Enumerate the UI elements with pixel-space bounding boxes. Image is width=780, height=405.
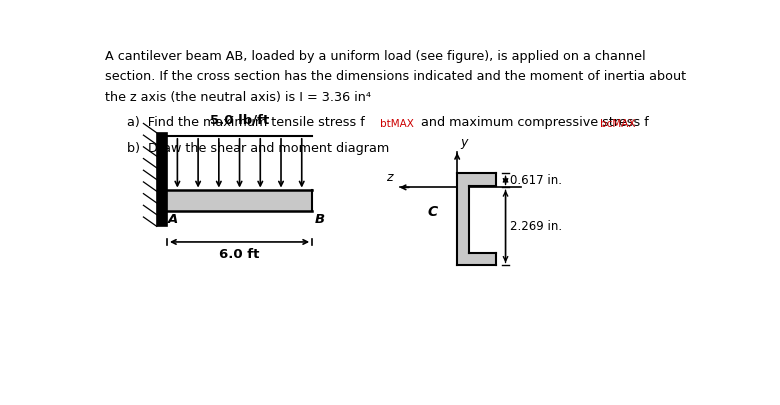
- Text: 0.617 in.: 0.617 in.: [510, 174, 562, 187]
- Text: 6.0 ft: 6.0 ft: [219, 248, 260, 261]
- Bar: [457, 173, 470, 265]
- Text: section. If the cross section has the dimensions indicated and the moment of ine: section. If the cross section has the di…: [105, 70, 686, 83]
- Text: b)  Draw the shear and moment diagram: b) Draw the shear and moment diagram: [126, 142, 388, 155]
- Text: A cantilever beam AB, loaded by a uniform load (see figure), is applied on a cha: A cantilever beam AB, loaded by a unifor…: [105, 50, 645, 63]
- Text: y: y: [460, 136, 467, 149]
- Bar: [167, 190, 312, 211]
- Bar: [157, 133, 167, 226]
- Text: B: B: [315, 213, 325, 226]
- Text: bcMAX: bcMAX: [600, 119, 636, 129]
- Bar: [457, 173, 497, 186]
- Text: 2.269 in.: 2.269 in.: [510, 220, 562, 233]
- Text: 5.0 lb/ft: 5.0 lb/ft: [210, 113, 269, 126]
- Text: and maximum compressive stress f: and maximum compressive stress f: [420, 116, 648, 129]
- Text: a)  Find the maximum tensile stress f: a) Find the maximum tensile stress f: [126, 116, 364, 129]
- Text: z: z: [386, 171, 392, 184]
- Text: A: A: [168, 213, 179, 226]
- Text: C: C: [428, 205, 438, 219]
- Bar: [457, 253, 497, 265]
- Text: btMAX: btMAX: [380, 119, 413, 129]
- Text: the z axis (the neutral axis) is I = 3.36 in⁴: the z axis (the neutral axis) is I = 3.3…: [105, 91, 370, 104]
